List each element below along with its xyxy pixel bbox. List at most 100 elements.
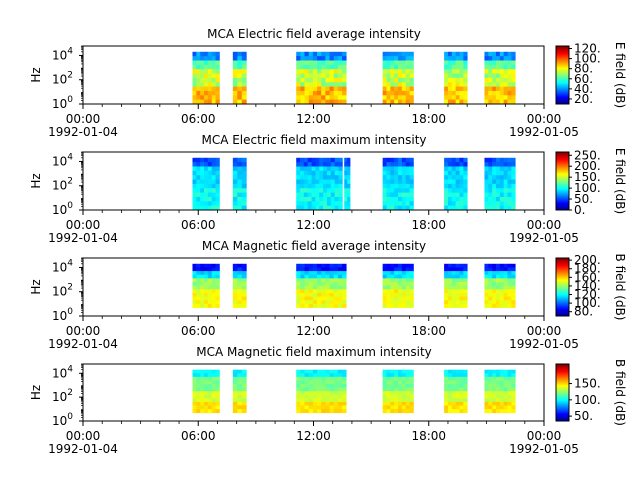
heatmap-cell bbox=[304, 56, 310, 61]
heatmap-cell bbox=[405, 394, 410, 399]
heatmap-cell bbox=[405, 166, 410, 172]
heatmap-cell bbox=[319, 205, 324, 211]
heatmap-cell bbox=[307, 179, 312, 185]
heatmap-cell bbox=[337, 64, 343, 70]
heatmap-cell bbox=[507, 69, 512, 74]
heatmap-cell bbox=[321, 300, 326, 305]
heatmap-cell bbox=[196, 369, 201, 374]
heatmap-cell bbox=[447, 82, 453, 87]
heatmap-cell bbox=[200, 192, 205, 198]
heatmap-cell bbox=[207, 282, 213, 287]
heatmap-cell bbox=[511, 394, 516, 399]
colorbar-segment bbox=[556, 199, 569, 201]
heatmap-cell bbox=[511, 271, 516, 276]
heatmap-cell bbox=[484, 282, 489, 287]
colorbar-segment bbox=[556, 96, 569, 98]
heatmap-cell bbox=[215, 274, 220, 279]
heatmap-cell bbox=[394, 82, 399, 87]
colorbar-segment bbox=[556, 413, 569, 415]
heatmap-cell bbox=[241, 64, 247, 70]
heatmap-cell bbox=[484, 274, 489, 279]
colorbar-segment bbox=[556, 173, 569, 175]
heatmap-cell bbox=[503, 387, 508, 392]
heatmap-cell bbox=[382, 263, 387, 268]
colorbar-segment bbox=[556, 371, 569, 374]
heatmap-cell bbox=[304, 303, 310, 308]
heatmap-cell bbox=[503, 274, 508, 279]
heatmap-cell bbox=[341, 401, 347, 406]
heatmap-cell bbox=[447, 188, 453, 193]
heatmap-cell bbox=[492, 387, 497, 392]
heatmap-cell bbox=[215, 60, 220, 66]
heatmap-cell bbox=[463, 205, 468, 211]
heatmap-cell bbox=[232, 292, 238, 297]
heatmap-cell bbox=[215, 369, 220, 374]
heatmap-cell bbox=[237, 179, 243, 185]
heatmap-cell bbox=[200, 267, 205, 272]
heatmap-cell bbox=[398, 56, 403, 61]
heatmap-cell bbox=[308, 263, 314, 268]
heatmap-cell bbox=[451, 60, 457, 66]
heatmap-cell bbox=[196, 289, 201, 294]
heatmap-cell bbox=[215, 162, 220, 167]
heatmap-cell bbox=[484, 60, 489, 66]
heatmap-cell bbox=[296, 405, 301, 410]
heatmap-cell bbox=[215, 380, 220, 385]
heatmap-cell bbox=[444, 157, 449, 163]
heatmap-cell bbox=[394, 300, 399, 305]
heatmap-cell bbox=[237, 409, 243, 414]
heatmap-cell bbox=[192, 64, 197, 70]
heatmap-cell bbox=[492, 271, 497, 276]
heatmap-cell bbox=[300, 183, 305, 189]
heatmap-cell bbox=[237, 175, 243, 180]
heatmap-cell bbox=[207, 387, 213, 392]
heatmap-cell bbox=[330, 196, 336, 202]
heatmap-cell bbox=[341, 376, 347, 381]
heatmap-cell bbox=[308, 394, 314, 399]
heatmap-cell bbox=[211, 292, 216, 297]
colorbar-segment bbox=[556, 310, 569, 312]
heatmap-cell bbox=[398, 201, 403, 207]
heatmap-cell bbox=[394, 86, 399, 92]
heatmap-cell bbox=[215, 196, 220, 202]
heatmap-cell bbox=[394, 56, 399, 61]
heatmap-cell bbox=[303, 170, 309, 176]
heatmap-cell bbox=[459, 56, 464, 61]
colorbar-segment bbox=[556, 412, 569, 414]
heatmap-cell bbox=[409, 303, 414, 308]
heatmap-cell bbox=[237, 201, 243, 207]
heatmap-cell bbox=[241, 166, 247, 172]
heatmap-cell bbox=[507, 196, 512, 202]
heatmap-cell bbox=[311, 170, 316, 176]
heatmap-cell bbox=[401, 69, 407, 74]
heatmap-cell bbox=[200, 51, 205, 57]
heatmap-cell bbox=[296, 90, 301, 96]
heatmap-cell bbox=[484, 394, 489, 399]
heatmap-cell bbox=[484, 380, 489, 385]
heatmap-cell bbox=[344, 183, 348, 189]
heatmap-cell bbox=[296, 380, 301, 385]
heatmap-cell bbox=[304, 90, 310, 96]
colorbar-segment bbox=[556, 167, 569, 169]
heatmap-cell bbox=[300, 409, 305, 414]
heatmap-cell bbox=[300, 271, 305, 276]
heatmap-cell bbox=[321, 60, 326, 66]
heatmap-cell bbox=[511, 384, 516, 388]
heatmap-cell bbox=[455, 69, 460, 74]
x-tick-label: 06:00 bbox=[181, 112, 216, 126]
heatmap-cell bbox=[492, 179, 497, 185]
heatmap-cell bbox=[296, 373, 301, 378]
heatmap-cell bbox=[401, 296, 407, 301]
heatmap-cell bbox=[447, 387, 453, 392]
heatmap-cell bbox=[317, 409, 322, 414]
heatmap-cell bbox=[511, 391, 516, 396]
heatmap-cell bbox=[394, 166, 399, 172]
heatmap-cell bbox=[204, 296, 209, 301]
heatmap-cell bbox=[304, 300, 310, 305]
heatmap-cell bbox=[215, 292, 220, 297]
heatmap-cell bbox=[333, 384, 339, 388]
heatmap-cell bbox=[405, 398, 410, 403]
heatmap-cell bbox=[401, 401, 407, 406]
colorbar-frame bbox=[555, 45, 570, 105]
heatmap-cell bbox=[341, 95, 347, 101]
